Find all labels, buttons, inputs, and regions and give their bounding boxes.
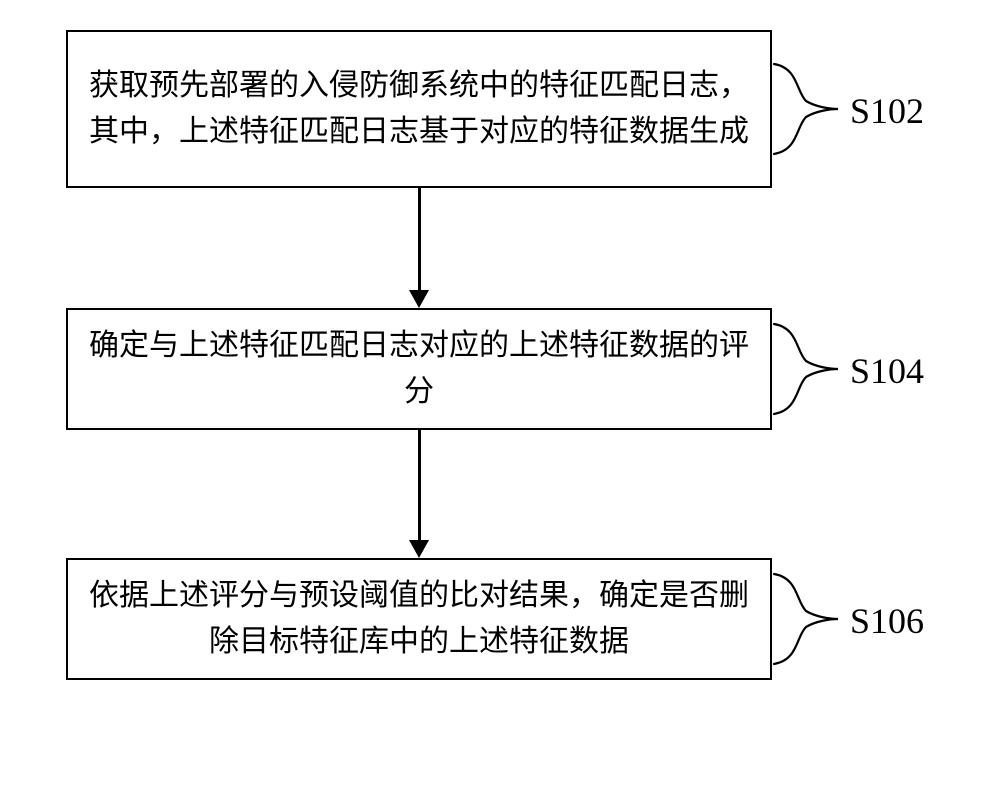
- step-label-text: S106: [850, 601, 924, 641]
- step-label-text: S104: [850, 351, 924, 391]
- flow-step-s106: 依据上述评分与预设阈值的比对结果，确定是否删除目标特征库中的上述特征数据: [66, 558, 772, 680]
- flow-arrow: [418, 188, 421, 290]
- arrow-head-icon: [409, 540, 429, 558]
- brace-connector: [772, 64, 842, 154]
- arrow-head-icon: [409, 290, 429, 308]
- step-label-s102: S102: [850, 90, 924, 132]
- step-label-text: S102: [850, 91, 924, 131]
- flow-step-s104: 确定与上述特征匹配日志对应的上述特征数据的评分: [66, 308, 772, 430]
- brace-connector: [772, 574, 842, 664]
- flow-step-text: 确定与上述特征匹配日志对应的上述特征数据的评分: [86, 323, 752, 416]
- step-label-s106: S106: [850, 600, 924, 642]
- step-label-s104: S104: [850, 350, 924, 392]
- brace-connector: [772, 324, 842, 414]
- flow-step-s102: 获取预先部署的入侵防御系统中的特征匹配日志，其中，上述特征匹配日志基于对应的特征…: [66, 30, 772, 188]
- flow-step-text: 依据上述评分与预设阈值的比对结果，确定是否删除目标特征库中的上述特征数据: [86, 573, 752, 666]
- flow-arrow: [418, 430, 421, 540]
- flow-step-text: 获取预先部署的入侵防御系统中的特征匹配日志，其中，上述特征匹配日志基于对应的特征…: [86, 63, 752, 156]
